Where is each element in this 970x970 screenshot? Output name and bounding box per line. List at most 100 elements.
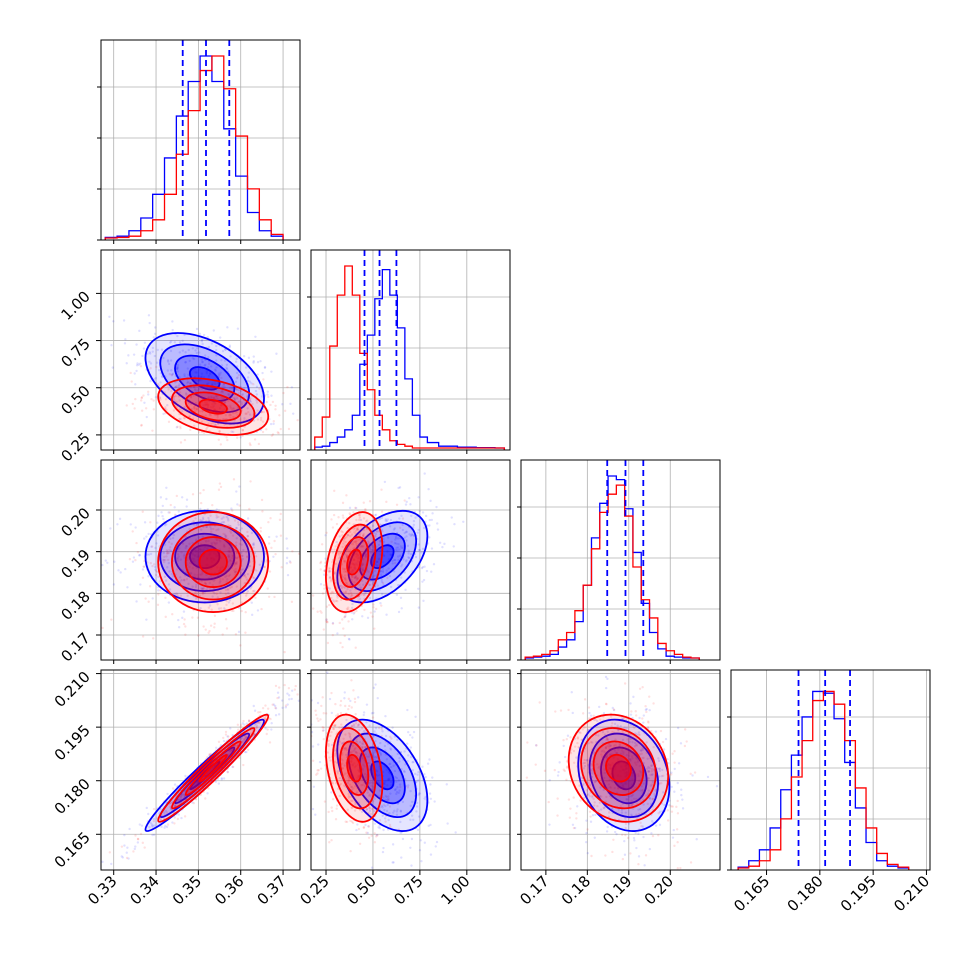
- scatter-point: [351, 756, 354, 760]
- scatter-point: [657, 812, 660, 815]
- scatter-point: [247, 356, 251, 360]
- scatter-point: [390, 737, 393, 740]
- scatter-point: [223, 400, 226, 404]
- scatter-point: [167, 583, 171, 586]
- scatter-point: [204, 628, 207, 631]
- scatter-point: [410, 533, 414, 536]
- scatter-point: [608, 785, 612, 789]
- scatter-point: [691, 774, 694, 777]
- scatter-point: [256, 360, 260, 364]
- scatter-point: [252, 360, 255, 363]
- scatter-point: [212, 579, 216, 582]
- scatter-point: [225, 574, 228, 578]
- scatter-point: [603, 771, 606, 775]
- scatter-point: [622, 750, 625, 754]
- scatter-point: [623, 682, 627, 685]
- scatter-point: [306, 767, 308, 769]
- scatter-point: [152, 817, 156, 821]
- scatter-point: [284, 706, 288, 709]
- scatter-point: [251, 543, 255, 546]
- scatter-point: [172, 409, 176, 412]
- scatter-point: [387, 795, 390, 798]
- scatter-point: [613, 830, 617, 834]
- scatter-point: [169, 503, 172, 507]
- scatter-point: [379, 754, 382, 757]
- scatter-point: [625, 767, 629, 770]
- scatter-point: [135, 364, 139, 367]
- scatter-point: [191, 801, 194, 804]
- scatter-point: [321, 696, 324, 699]
- scatter-point: [287, 751, 289, 753]
- scatter-point: [238, 756, 241, 760]
- scatter-point: [287, 694, 291, 697]
- scatter-point: [156, 570, 159, 574]
- scatter-point: [196, 346, 199, 350]
- x-tick-label: 0.34: [127, 872, 163, 908]
- scatter-point: [228, 573, 232, 577]
- scatter-point: [399, 545, 402, 548]
- scatter-point: [381, 814, 384, 817]
- scatter-point: [221, 389, 224, 393]
- scatter-point: [391, 562, 394, 565]
- scatter-point: [399, 831, 402, 834]
- scatter-point: [266, 728, 269, 731]
- scatter-point: [676, 799, 679, 803]
- scatter-point: [168, 548, 171, 552]
- scatter-point: [219, 540, 222, 543]
- scatter-point: [344, 591, 347, 594]
- scatter-point: [198, 594, 202, 598]
- scatter-point: [209, 514, 212, 517]
- scatter-point: [151, 429, 154, 432]
- panel-frame: [100, 669, 301, 871]
- scatter-point: [165, 825, 169, 829]
- scatter-point: [676, 781, 679, 785]
- scatter-point: [328, 568, 331, 571]
- scatter-point: [597, 734, 600, 737]
- scatter-point: [140, 409, 144, 412]
- scatter-point: [347, 779, 351, 782]
- scatter-point: [402, 769, 406, 773]
- scatter-point: [283, 409, 287, 413]
- scatter-point: [241, 429, 245, 432]
- scatter-point: [597, 705, 601, 709]
- scatter-point: [219, 566, 222, 570]
- scatter-point: [188, 565, 191, 569]
- scatter-point: [636, 759, 640, 762]
- scatter-point: [573, 745, 577, 748]
- scatter-point: [235, 557, 239, 560]
- scatter-point: [222, 739, 226, 743]
- y-tick-label: 0.20: [57, 504, 93, 540]
- scatter-point: [241, 554, 244, 558]
- scatter-point: [185, 578, 189, 581]
- scatter-point: [135, 343, 138, 346]
- scatter-point: [285, 562, 289, 565]
- scatter-point: [336, 713, 340, 716]
- scatter-point: [604, 746, 608, 750]
- scatter-point: [317, 719, 320, 723]
- scatter-point: [369, 781, 372, 784]
- scatter-point: [196, 550, 199, 553]
- scatter-point: [205, 525, 208, 529]
- scatter-point: [207, 516, 210, 520]
- scatter-point: [391, 861, 394, 864]
- scatter-point: [200, 528, 203, 531]
- scatter-point: [184, 625, 187, 628]
- scatter-point: [189, 396, 193, 399]
- scatter-point: [427, 487, 430, 491]
- scatter-point: [151, 564, 154, 568]
- scatter-point: [276, 691, 280, 694]
- scatter-point: [324, 557, 327, 560]
- scatter-point: [586, 828, 589, 831]
- scatter-point: [358, 728, 361, 732]
- scatter-point: [597, 766, 600, 769]
- scatter-point: [630, 804, 634, 807]
- scatter-point: [234, 633, 238, 636]
- scatter-point: [206, 792, 209, 795]
- scatter-point: [312, 427, 314, 429]
- scatter-point: [306, 727, 308, 729]
- scatter-point: [395, 790, 399, 794]
- scatter-point: [191, 566, 195, 570]
- scatter-point: [253, 709, 257, 712]
- scatter-point: [179, 558, 183, 561]
- scatter-point: [385, 809, 389, 813]
